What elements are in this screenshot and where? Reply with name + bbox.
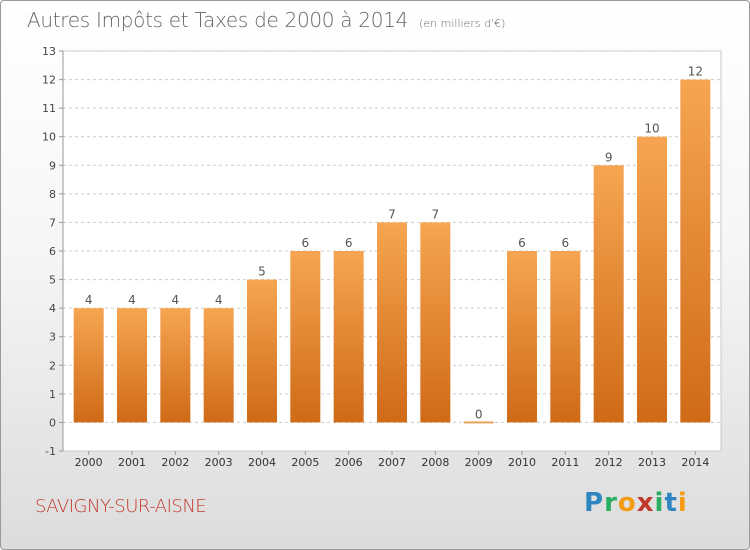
x-tick-label: 2006 <box>335 456 363 469</box>
x-tick-label: 2013 <box>638 456 666 469</box>
data-label: 9 <box>605 150 613 164</box>
bar <box>463 421 494 424</box>
data-label: 5 <box>258 265 266 279</box>
x-tick-label: 2002 <box>161 456 189 469</box>
bar <box>333 251 364 423</box>
chart-title-text: Autres Impôts et Taxes de 2000 à 2014 <box>27 8 408 32</box>
bar <box>593 165 624 423</box>
bar <box>377 222 407 423</box>
x-tick-label: 2004 <box>248 456 276 469</box>
logo-letter: r <box>604 488 618 518</box>
y-tick-label: 0 <box>49 416 56 429</box>
x-tick-label: 2008 <box>421 456 449 469</box>
x-tick-label: 2000 <box>75 456 103 469</box>
x-tick-label: 2007 <box>378 456 406 469</box>
logo-letter: x <box>636 488 655 518</box>
y-tick-label: 11 <box>42 102 56 115</box>
bar <box>290 251 321 423</box>
y-tick-label: 8 <box>49 188 56 201</box>
y-tick-label: 1 <box>49 388 56 401</box>
proxiti-logo: Proxiti <box>584 488 688 518</box>
bar <box>507 251 537 423</box>
bar <box>550 251 581 423</box>
x-tick-label: 2001 <box>118 456 146 469</box>
chart-title: Autres Impôts et Taxes de 2000 à 2014 (e… <box>27 8 505 32</box>
x-tick-label: 2011 <box>551 456 579 469</box>
data-label: 4 <box>172 293 180 307</box>
logo-letter: P <box>584 488 605 518</box>
bar <box>160 308 191 423</box>
bar <box>73 308 104 423</box>
bar <box>203 308 234 423</box>
x-tick-label: 2003 <box>205 456 233 469</box>
y-tick-label: 10 <box>42 131 56 144</box>
y-tick-label: 6 <box>49 245 56 258</box>
logo-letter: i <box>677 488 688 518</box>
y-tick-label: 13 <box>42 45 56 58</box>
bar <box>117 308 147 423</box>
data-label: 6 <box>518 236 526 250</box>
data-label: 4 <box>128 293 136 307</box>
logo-letter: t <box>664 488 678 518</box>
commune-name: SAVIGNY-SUR-AISNE <box>35 496 207 517</box>
logo-letter: i <box>654 488 665 518</box>
y-tick-label: 7 <box>49 216 56 229</box>
data-label: 0 <box>475 407 483 421</box>
y-tick-label: 5 <box>49 274 56 287</box>
logo-letter: o <box>617 488 637 518</box>
bar <box>637 136 667 423</box>
y-tick-label: 9 <box>49 159 56 172</box>
x-tick-label: 2010 <box>508 456 536 469</box>
data-label: 7 <box>432 207 440 221</box>
data-label: 6 <box>345 236 353 250</box>
y-tick-label: 12 <box>42 74 56 87</box>
x-tick-label: 2012 <box>595 456 623 469</box>
data-label: 4 <box>85 293 93 307</box>
x-tick-label: 2009 <box>465 456 493 469</box>
bar <box>420 222 451 423</box>
bar <box>247 279 277 423</box>
data-label: 10 <box>644 122 659 136</box>
data-label: 6 <box>302 236 310 250</box>
y-tick-label: 4 <box>49 302 56 315</box>
data-label: 7 <box>388 207 396 221</box>
y-tick-label: -1 <box>45 445 56 458</box>
x-tick-label: 2014 <box>681 456 709 469</box>
x-tick-label: 2005 <box>291 456 319 469</box>
data-label: 12 <box>688 65 703 79</box>
data-label: 6 <box>562 236 570 250</box>
chart-unit-note: (en milliers d'€) <box>419 17 506 30</box>
y-tick-label: 3 <box>49 331 56 344</box>
data-label: 4 <box>215 293 223 307</box>
y-tick-label: 2 <box>49 359 56 372</box>
bar <box>680 79 711 423</box>
